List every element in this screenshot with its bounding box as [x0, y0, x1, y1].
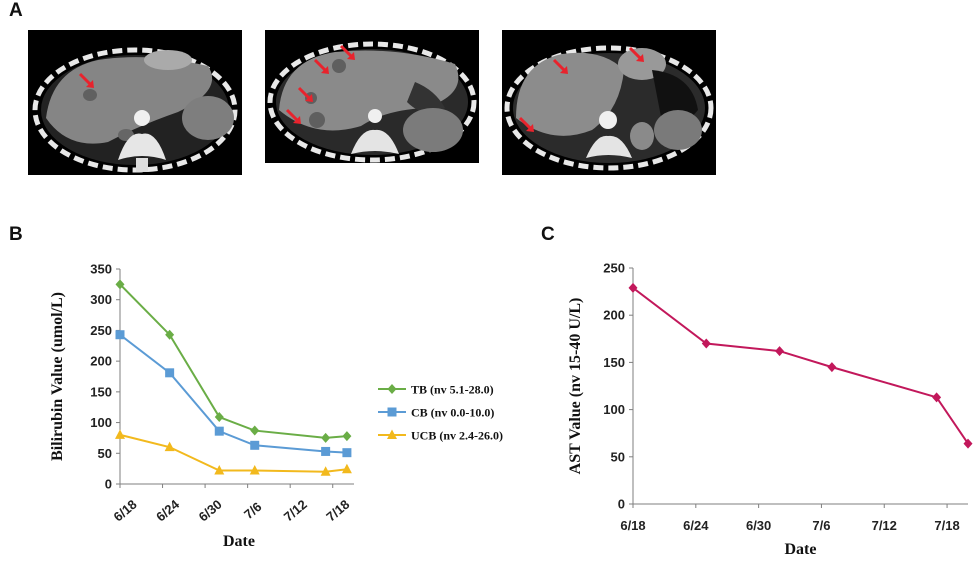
bilirubin-chart-data-point — [341, 463, 352, 474]
ast-chart-y-axis-title: AST Value (nv 15-40 U/L) — [567, 298, 584, 475]
bilirubin-chart-legend-label: CB (nv 0.0-10.0) — [411, 406, 494, 420]
ast-chart-data-point — [963, 438, 973, 449]
panel-label-c: C — [541, 224, 555, 245]
ast-chart-y-tick-label: 150 — [603, 355, 625, 370]
bilirubin-chart-y-tick-label: 50 — [98, 446, 112, 461]
bilirubin-chart-y-tick-label: 200 — [90, 354, 112, 369]
bilirubin-chart-legend-label: UCB (nv 2.4-26.0) — [411, 429, 503, 443]
bilirubin-chart-data-point — [342, 431, 352, 442]
bilirubin-chart-data-point — [165, 329, 175, 340]
ast-chart-data-point — [775, 346, 785, 357]
ast-chart-svg: 0 50 100 150 200 250 6/18 6/24 6/30 7/6 7/12 7/18 Da… — [567, 261, 973, 558]
ast-chart-y-tick-label: 50 — [611, 449, 625, 464]
ast-chart-data-point — [701, 338, 711, 349]
ct-scan-image-1 — [28, 30, 242, 175]
bilirubin-chart-y-axis-title: Bilirubin Value (umol/L) — [49, 292, 66, 461]
bilirubin-chart-x-tick-label: 7/18 — [323, 497, 352, 525]
bilirubin-chart-legend-marker — [387, 429, 397, 439]
bilirubin-chart-data-point — [321, 432, 331, 443]
bilirubin-chart-x-tick-label: 6/24 — [153, 496, 183, 524]
bilirubin-chart-data-point — [249, 464, 260, 475]
ct-scan-image-3 — [502, 30, 716, 175]
bilirubin-chart-series-line — [119, 433, 348, 473]
bilirubin-chart-data-point — [165, 368, 175, 378]
ast-chart-data-point — [827, 362, 837, 373]
bilirubin-chart-y-tick-label: 0 — [105, 477, 112, 492]
bilirubin-chart-series-0 — [115, 279, 352, 443]
bilirubin-chart-data-point — [164, 441, 175, 452]
bilirubin-chart-x-tick-label: 6/30 — [196, 497, 225, 525]
ast-chart-x-tick-label: 7/18 — [934, 518, 959, 533]
ct-scan-image-2 — [265, 30, 479, 163]
bilirubin-chart-series-1 — [115, 330, 352, 458]
bilirubin-chart-legend: TB (nv 5.1-28.0) CB (nv 0.0-10.0) UCB (nv … — [378, 383, 503, 443]
bilirubin-chart-x-tick-label: 7/12 — [281, 497, 310, 525]
ast-chart-x-tick-label: 7/12 — [872, 518, 897, 533]
bilirubin-chart-series-2 — [115, 429, 352, 476]
ast-chart-x-tick-label: 6/24 — [683, 518, 709, 533]
ast-chart-x-tick-label: 7/6 — [812, 518, 830, 533]
ast-chart-axes: 0 50 100 150 200 250 6/18 6/24 6/30 7/6 7/12 7/18 — [603, 261, 968, 533]
bilirubin-chart-y-tick-label: 100 — [90, 415, 112, 430]
bilirubin-chart-y-tick-label: 300 — [90, 292, 112, 307]
bilirubin-chart-data-point — [214, 464, 225, 475]
bilirubin-chart-data-point — [321, 446, 331, 456]
bilirubin-chart-axes: 0 50 100 150 200 250 300 350 6/18 6/24 6/30 7/6 7/12… — [90, 262, 354, 525]
bilirubin-chart-x-tick-label: 7/6 — [241, 499, 264, 522]
bilirubin-chart-data-point — [115, 279, 125, 290]
ast-chart: 0 50 100 150 200 250 6/18 6/24 6/30 7/6 7/12 7/18 Da… — [540, 250, 980, 567]
bilirubin-chart-data-point — [115, 330, 125, 340]
bilirubin-chart-data-point — [214, 412, 224, 423]
ast-chart-series-0 — [628, 282, 973, 449]
bilirubin-chart-legend-label: TB (nv 5.1-28.0) — [411, 383, 494, 397]
bilirubin-chart-y-tick-label: 250 — [90, 323, 112, 338]
bilirubin-chart-data-point — [250, 440, 260, 450]
ast-chart-y-tick-label: 200 — [603, 308, 625, 323]
bilirubin-chart-y-tick-label: 150 — [90, 384, 112, 399]
ast-chart-x-axis-title: Date — [785, 541, 817, 558]
ast-chart-y-tick-label: 0 — [618, 497, 625, 512]
ast-chart-x-tick-label: 6/30 — [746, 518, 771, 533]
ast-chart-data-point — [628, 282, 638, 293]
bilirubin-chart-x-tick-label: 6/18 — [111, 497, 140, 525]
panel-label-b: B — [9, 224, 23, 245]
bilirubin-chart-series-line — [119, 333, 347, 454]
bilirubin-chart-svg: 0 50 100 150 200 250 300 350 6/18 6/24 6/30 7/6 7/12… — [49, 262, 503, 551]
bilirubin-chart-x-axis-title: Date — [223, 533, 255, 550]
bilirubin-chart-legend-marker — [387, 384, 397, 394]
panel-label-a: A — [9, 0, 23, 21]
ast-chart-series-line — [632, 287, 969, 445]
bilirubin-chart-legend-marker — [387, 407, 397, 417]
ast-chart-y-tick-label: 100 — [603, 402, 625, 417]
ast-chart-data-point — [932, 392, 942, 403]
bilirubin-chart-data-point — [342, 448, 352, 458]
bilirubin-chart-data-point — [320, 466, 331, 476]
ast-chart-y-tick-label: 250 — [603, 261, 625, 276]
bilirubin-chart-data-point — [250, 425, 260, 436]
bilirubin-chart-data-point — [214, 426, 224, 436]
bilirubin-chart: 0 50 100 150 200 250 300 350 6/18 6/24 6/30 7/6 7/12… — [0, 250, 540, 567]
bilirubin-chart-y-tick-label: 350 — [90, 262, 112, 277]
ast-chart-x-tick-label: 6/18 — [620, 518, 645, 533]
bilirubin-chart-data-point — [115, 429, 125, 439]
